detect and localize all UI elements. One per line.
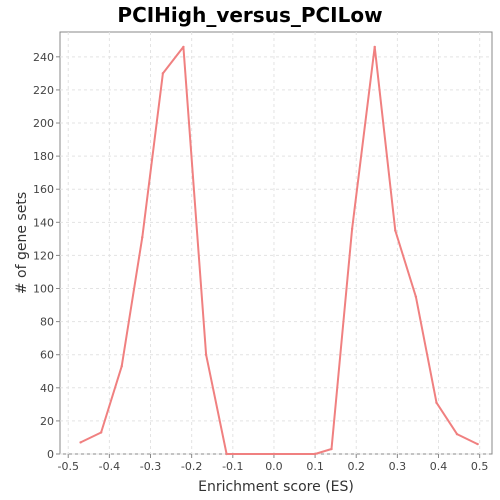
x-tick-label: 0.3 — [389, 460, 407, 473]
y-tick-label: 0 — [47, 448, 54, 461]
x-tick-label: -0.2 — [181, 460, 202, 473]
y-tick-label: 20 — [40, 415, 54, 428]
y-tick-label: 120 — [33, 249, 54, 262]
data-point — [99, 431, 103, 434]
data-point — [435, 401, 438, 404]
data-point — [350, 227, 354, 231]
y-tick-label: 180 — [33, 150, 54, 163]
y-tick-label: 200 — [33, 117, 54, 130]
x-tick-label: 0.5 — [471, 460, 489, 473]
x-tick-label: 0.4 — [430, 460, 448, 473]
chart-title: PCIHigh_versus_PCILow — [117, 3, 382, 27]
y-tick-label: 240 — [33, 51, 54, 64]
plot-area — [59, 31, 493, 455]
data-point — [141, 236, 144, 239]
data-point — [120, 365, 123, 368]
x-tick-label: -0.4 — [99, 460, 120, 473]
x-tick-label: 0.0 — [265, 460, 283, 473]
x-tick-label: -0.1 — [222, 460, 243, 473]
data-point — [182, 45, 185, 49]
data-point — [414, 295, 418, 298]
y-tick-label: 60 — [40, 349, 54, 362]
data-point — [330, 447, 333, 451]
y-tick-label: 40 — [40, 382, 54, 395]
data-point — [161, 72, 165, 75]
data-point — [373, 45, 376, 49]
data-point — [394, 229, 397, 232]
y-tick-label: 100 — [33, 283, 54, 296]
y-tick-label: 140 — [33, 216, 54, 229]
grid — [60, 32, 492, 455]
data-point — [476, 442, 479, 446]
x-tick-label: -0.5 — [57, 460, 78, 473]
y-axis-label: # of gene sets — [14, 192, 30, 294]
data-point — [79, 441, 82, 444]
data-point — [313, 452, 317, 456]
data-point — [455, 432, 459, 436]
x-tick-label: -0.3 — [140, 460, 161, 473]
y-tick-label: 160 — [33, 183, 54, 196]
data-point — [204, 353, 208, 356]
x-tick-label: 0.2 — [347, 460, 365, 473]
axis-ticks: -0.5 -0.4 -0.3 -0.2 -0.1 0.0 0.1 0.2 0.3 0.4 0.5 0 2… — [33, 51, 488, 473]
y-tick-label: 80 — [40, 316, 54, 329]
data-point — [225, 452, 228, 456]
y-tick-label: 220 — [33, 84, 54, 97]
x-axis-label: Enrichment score (ES) — [198, 479, 354, 495]
series-layer — [79, 45, 479, 456]
x-tick-label: 0.1 — [306, 460, 324, 473]
